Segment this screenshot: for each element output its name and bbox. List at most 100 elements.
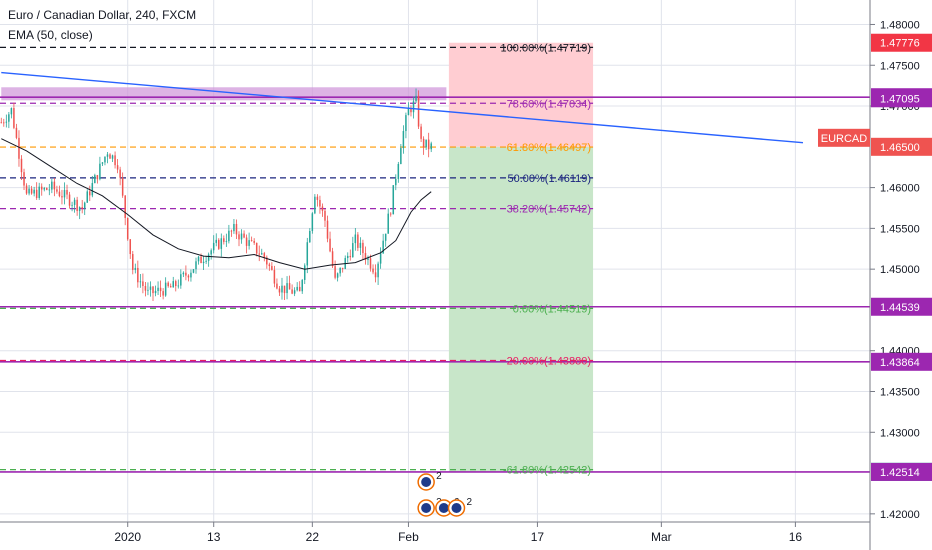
candle-body [293, 290, 296, 294]
trendline[interactable] [1, 71, 804, 144]
price-label-text: 1.47095 [880, 93, 920, 105]
candle-body [261, 253, 263, 255]
candle-body [53, 181, 56, 190]
candle-body [212, 242, 215, 251]
candle-body [223, 238, 225, 242]
candle-body [43, 188, 46, 190]
candle-body [220, 238, 223, 249]
candle-body [341, 267, 344, 269]
fibonacci-retracement[interactable]: 100.00%(1.47719) 78.60%(1.47034) 61.80%(1.… [0, 42, 594, 477]
candle-body [359, 242, 362, 248]
candle-body [10, 108, 13, 115]
candle-body [139, 281, 142, 283]
candle-body [266, 257, 268, 265]
x-tick-label: 13 [207, 530, 221, 544]
candle-body [147, 289, 149, 291]
candle-body [362, 242, 364, 254]
candle-body [369, 258, 372, 269]
candle-body [258, 253, 260, 255]
candle-body [23, 172, 25, 186]
candle-body [200, 256, 202, 264]
candle-body [205, 260, 207, 262]
candle-body [377, 263, 379, 278]
price-label-text: 1.46500 [880, 142, 920, 154]
candle-body [78, 207, 81, 212]
candle-body [410, 107, 412, 113]
candle-body [281, 285, 283, 293]
candle-body [40, 186, 43, 190]
ema-line [1, 138, 432, 270]
price-label-bg [871, 89, 932, 108]
candle-body [137, 267, 139, 283]
economic-events[interactable]: 2262 [417, 471, 472, 517]
candle-body [352, 243, 354, 258]
y-tick-label: 1.42000 [880, 509, 920, 521]
candle-body [56, 189, 58, 192]
candle-body [25, 185, 28, 194]
candle-body [235, 223, 238, 235]
candle-body [374, 272, 377, 278]
trendline-path [1, 71, 804, 144]
candle-body [382, 240, 384, 254]
event-count: 2 [466, 497, 472, 508]
fib-level-label: 20.00%(1.43880) [507, 356, 591, 368]
candle-body [425, 139, 427, 148]
candle-body [159, 287, 162, 292]
price-labels: 1.477761.471081.470951.465001.445391.438… [818, 33, 932, 481]
candle-body [190, 272, 192, 278]
candle-body [253, 240, 255, 243]
candle-body [71, 204, 73, 206]
x-tick-label: Mar [651, 530, 672, 544]
y-tick-label: 1.43000 [880, 427, 920, 439]
candle-body [354, 234, 357, 244]
x-tick-label: Feb [398, 530, 419, 544]
candle-body [157, 287, 159, 291]
candle-body [230, 230, 233, 232]
candle-body [51, 181, 53, 190]
candle-body [116, 165, 119, 170]
event-flag-icon [438, 503, 449, 513]
candle-body [218, 239, 220, 249]
candle-body [303, 265, 306, 280]
candle-body [309, 231, 311, 243]
candle-body [5, 121, 8, 123]
candle-body [215, 239, 217, 243]
fib-level-label: 38.20%(1.45742) [507, 204, 591, 216]
candle-body [417, 95, 420, 127]
price-label-bg [871, 33, 932, 52]
candle-body [400, 148, 402, 165]
candle-body [349, 255, 352, 258]
candle-body [61, 196, 63, 198]
candle-body [379, 253, 382, 264]
candle-body [197, 256, 200, 262]
candle-body [384, 233, 387, 241]
candle-body [415, 95, 417, 102]
take-profit-zone [448, 146, 594, 472]
y-tick-label: 1.46000 [880, 183, 920, 195]
candle-body [8, 114, 10, 122]
price-label-text: 1.47776 [880, 38, 920, 50]
candle-body [177, 285, 180, 287]
candle-body [106, 154, 109, 157]
candle-body [114, 155, 116, 166]
chart-title: Euro / Canadian Dollar, 240, FXCM [8, 8, 197, 22]
candle-body [395, 178, 397, 186]
candle-body [152, 286, 154, 294]
candle-body [169, 286, 172, 288]
y-tick-label: 1.45000 [880, 264, 920, 276]
candle-body [412, 101, 415, 113]
candle-body [167, 282, 169, 287]
indicator-legend: EMA (50, close) [8, 28, 93, 42]
candle-body [387, 213, 389, 234]
fib-level-label: 78.60%(1.47034) [507, 98, 591, 110]
event-flag-icon [421, 477, 432, 487]
candle-body [288, 283, 291, 290]
candle-body [268, 264, 271, 267]
short-position-tool[interactable] [448, 42, 594, 472]
candle-body [263, 253, 266, 258]
candle-body [187, 275, 190, 278]
candle-body [142, 281, 144, 287]
candle-body [185, 272, 187, 276]
candle-body [271, 266, 273, 270]
